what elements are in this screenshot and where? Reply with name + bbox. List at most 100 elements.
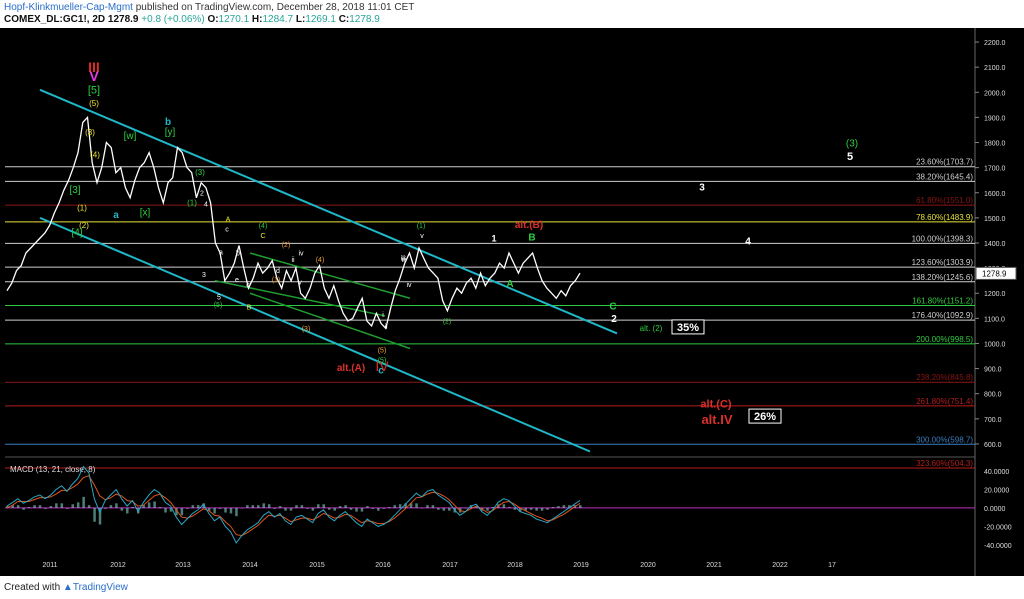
chart-svg[interactable]: 2200.02100.02000.01900.01800.01700.01600… bbox=[0, 28, 1024, 576]
macd-histogram-bar bbox=[87, 505, 91, 508]
price-tick-label: 700.0 bbox=[984, 417, 1002, 424]
macd-histogram-bar bbox=[186, 507, 189, 509]
macd-histogram-bar bbox=[366, 506, 369, 508]
macd-histogram-bar bbox=[267, 504, 271, 508]
probability-box bbox=[671, 319, 705, 335]
macd-histogram-bar bbox=[524, 507, 527, 511]
macd-histogram-bar bbox=[49, 506, 53, 508]
macd-histogram-bar bbox=[415, 503, 418, 508]
created-with-text: Created with bbox=[4, 582, 61, 593]
wave-label: (1) bbox=[272, 277, 281, 284]
macd-histogram-bar bbox=[458, 507, 462, 513]
price-tick-label: 1800.0 bbox=[984, 141, 1006, 148]
price-change: +0.8 (+0.06%) bbox=[141, 14, 205, 25]
macd-histogram-bar bbox=[82, 496, 85, 508]
macd-histogram-bar bbox=[393, 505, 396, 508]
time-tick-label: 2015 bbox=[309, 562, 325, 569]
ohlc-l-value: 1269.1 bbox=[305, 14, 336, 25]
macd-histogram-bar bbox=[535, 507, 538, 511]
wave-label: (3) bbox=[85, 128, 95, 137]
price-tick-label: 800.0 bbox=[984, 392, 1002, 399]
fib-level-label: 38.20%(1645.4) bbox=[916, 172, 973, 181]
price-tick-label: 1100.0 bbox=[984, 316, 1005, 323]
wave-label: 2 bbox=[200, 190, 204, 197]
wave-label: IV bbox=[375, 358, 389, 374]
time-tick-label: 2013 bbox=[175, 562, 191, 569]
wave-label: [x] bbox=[140, 207, 151, 218]
price-tick-label: 1200.0 bbox=[984, 291, 1006, 298]
macd-histogram-bar bbox=[322, 504, 326, 508]
wave-label: (2) bbox=[282, 242, 291, 249]
macd-histogram-bar bbox=[442, 507, 446, 511]
macd-histogram-bar bbox=[327, 507, 331, 510]
macd-tick-label: 20.0000 bbox=[984, 487, 1009, 494]
fib-level-label: 100.00%(1398.3) bbox=[912, 234, 974, 243]
wave-label: iv bbox=[298, 251, 304, 258]
wave-label: 5 bbox=[847, 151, 853, 163]
macd-histogram-bar bbox=[224, 507, 227, 513]
macd-tick-label: -20.0000 bbox=[984, 524, 1012, 531]
macd-histogram-bar bbox=[398, 504, 402, 508]
wave-label: (3) bbox=[195, 168, 205, 177]
macd-histogram-bar bbox=[6, 506, 9, 508]
wave-label: (5) bbox=[214, 302, 223, 309]
author-link[interactable]: Hopf-Klinkmueller-Cap-Mgmt bbox=[4, 2, 133, 13]
price-tick-label: 1400.0 bbox=[984, 241, 1006, 248]
wave-label: iii bbox=[402, 257, 407, 264]
macd-histogram-bar bbox=[431, 505, 435, 508]
chart-area[interactable]: 2200.0 2100.0 2000.0 1900.0 1800.0 1700.0 1600… bbox=[0, 28, 1024, 576]
macd-histogram-bar bbox=[518, 507, 522, 512]
wave-label: B bbox=[247, 305, 252, 312]
macd-histogram-bar bbox=[551, 507, 555, 508]
macd-histogram-bar bbox=[169, 507, 173, 512]
sub-channel-lower bbox=[249, 292, 411, 350]
macd-histogram-bar bbox=[502, 504, 506, 508]
price-tick-label: 600.0 bbox=[984, 442, 1002, 449]
wave-label: (2) bbox=[443, 318, 452, 325]
fib-level-label: 123.60%(1303.9) bbox=[912, 258, 974, 267]
wave-label: A bbox=[226, 217, 231, 224]
wave-label: c bbox=[378, 366, 384, 377]
wave-label: (5) bbox=[378, 357, 387, 364]
macd-histogram-bar bbox=[344, 505, 347, 508]
wave-label: a bbox=[113, 210, 119, 221]
macd-histogram-bar bbox=[191, 505, 195, 508]
macd-histogram-bar bbox=[278, 506, 282, 508]
macd-histogram-bar bbox=[246, 505, 249, 508]
wave-label: V bbox=[89, 68, 99, 84]
wave-label: v bbox=[420, 233, 424, 240]
macd-histogram-bar bbox=[180, 507, 184, 516]
macd-histogram-bar bbox=[66, 507, 69, 509]
macd-histogram-bar bbox=[109, 505, 113, 508]
wave-label: b bbox=[165, 117, 171, 128]
macd-histogram-bar bbox=[529, 507, 533, 510]
wave-label: 4 bbox=[745, 236, 751, 247]
wave-label: ii bbox=[291, 257, 295, 264]
price-tick-label: 2100.0 bbox=[984, 65, 1006, 72]
tradingview-link[interactable]: TradingView bbox=[72, 582, 128, 593]
macd-histogram-bar bbox=[22, 507, 25, 510]
macd-histogram-bar bbox=[115, 503, 118, 508]
macd-line bbox=[6, 465, 581, 544]
symbol-line: COMEX_DL:GC1!, 2D 1278.9 +0.8 (+0.06%) O… bbox=[4, 14, 380, 25]
macd-histogram-bar bbox=[147, 502, 151, 508]
macd-histogram-bar bbox=[33, 505, 36, 508]
wave-label: 5 bbox=[217, 295, 221, 302]
price-tick-label: 1700.0 bbox=[984, 166, 1006, 173]
time-tick-label: 2014 bbox=[242, 562, 258, 569]
wave-label: III bbox=[88, 59, 100, 75]
ohlc-o-value: 1270.1 bbox=[218, 14, 250, 25]
macd-histogram-bar bbox=[126, 507, 129, 514]
fib-level-label: 78.60%(1483.9) bbox=[916, 213, 973, 222]
macd-histogram-bar bbox=[16, 505, 20, 508]
probability-label: 35% bbox=[677, 322, 699, 334]
macd-histogram-bar bbox=[360, 507, 364, 512]
wave-label: B bbox=[528, 232, 535, 243]
wave-label: 1 bbox=[491, 234, 496, 244]
wave-label: (1) bbox=[77, 203, 87, 212]
macd-histogram-bar bbox=[404, 503, 407, 508]
macd-histogram-bar bbox=[197, 505, 200, 508]
wave-label: (1) bbox=[417, 223, 426, 230]
fib-level-label: 300.00%(598.7) bbox=[916, 435, 973, 444]
macd-histogram-bar bbox=[153, 501, 156, 508]
